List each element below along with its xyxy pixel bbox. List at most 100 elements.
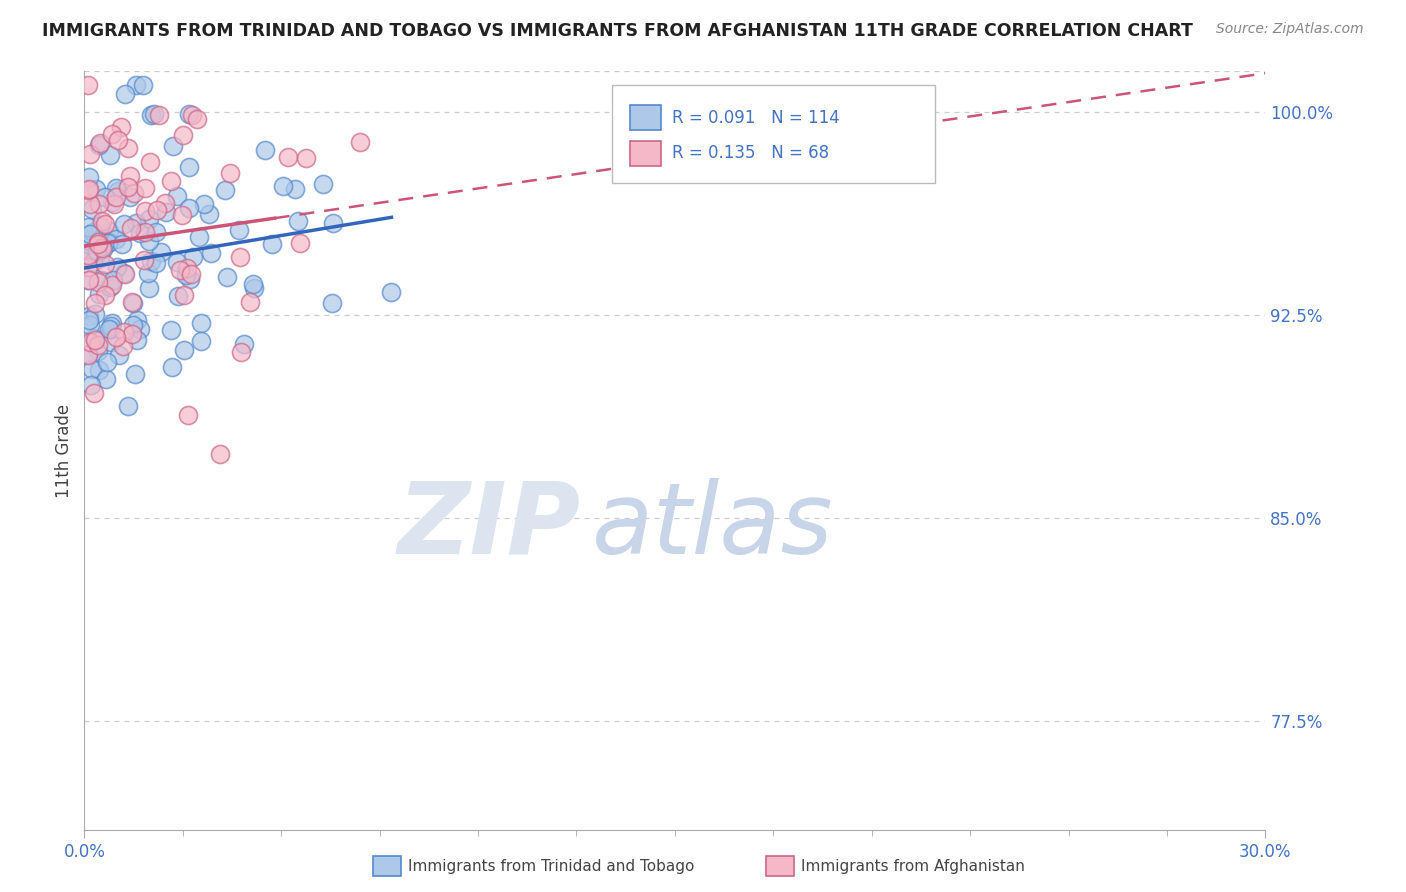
Point (219, 166, 242, 180)
Point (253, 143, 276, 157)
Point (155, 205, 177, 219)
Point (82, 255, 104, 269)
Point (107, 185, 129, 199)
Point (89, 136, 111, 150)
Point (114, 266, 136, 280)
Point (83, 331, 105, 345)
Point (229, 250, 252, 264)
Point (104, 330, 127, 344)
Point (77, 249, 100, 263)
Point (145, 203, 167, 218)
Point (94, 217, 117, 231)
Point (83, 333, 105, 347)
Point (162, 139, 184, 153)
Point (349, 135, 371, 149)
Point (121, 295, 143, 310)
Point (79, 318, 101, 333)
Point (177, 201, 200, 215)
Point (208, 447, 231, 461)
Point (77, 169, 100, 184)
Point (139, 154, 162, 169)
Point (100, 334, 122, 349)
Point (77, 313, 100, 327)
Point (141, 108, 163, 122)
Point (284, 182, 307, 196)
Point (87, 137, 110, 152)
Point (82, 202, 104, 216)
Point (105, 260, 128, 274)
Point (77, 183, 100, 197)
Point (104, 231, 127, 245)
Point (79, 197, 101, 211)
Point (198, 207, 221, 221)
Point (82, 225, 104, 239)
Point (77, 220, 100, 235)
Point (170, 208, 193, 222)
Point (77, 273, 100, 287)
Point (380, 285, 402, 300)
Point (101, 273, 124, 287)
Point (125, 334, 148, 348)
Point (101, 278, 124, 293)
Point (183, 250, 205, 264)
Point (89, 197, 111, 211)
Point (173, 343, 195, 357)
Point (294, 151, 316, 165)
Text: Source: ZipAtlas.com: Source: ZipAtlas.com (1216, 22, 1364, 37)
Point (96, 355, 118, 369)
Point (77, 234, 100, 248)
Point (134, 180, 156, 194)
Point (262, 236, 284, 251)
Point (108, 347, 131, 361)
Point (77, 234, 100, 248)
Point (84, 296, 107, 310)
Point (160, 174, 183, 188)
Point (312, 177, 335, 191)
Point (134, 203, 156, 218)
Point (120, 169, 142, 184)
Point (139, 253, 162, 268)
Point (277, 150, 299, 164)
Point (77, 182, 100, 196)
Point (93, 190, 115, 204)
Point (86, 248, 108, 262)
Point (107, 133, 129, 147)
Point (190, 334, 212, 348)
Point (94, 372, 117, 386)
Point (172, 128, 194, 142)
Point (322, 216, 344, 230)
Point (239, 294, 262, 309)
Point (233, 336, 256, 351)
Point (142, 107, 165, 121)
Point (77, 236, 100, 251)
Point (124, 78, 146, 92)
Point (86, 344, 108, 359)
Y-axis label: 11th Grade: 11th Grade (55, 403, 73, 498)
Point (87, 236, 110, 251)
Point (86, 182, 108, 196)
Point (83, 386, 105, 401)
Point (228, 223, 250, 237)
Point (114, 267, 136, 281)
Point (120, 221, 142, 235)
Point (193, 197, 215, 211)
Point (89, 219, 111, 234)
Point (179, 106, 201, 120)
Point (100, 318, 122, 333)
Point (77, 346, 100, 360)
Point (176, 261, 198, 276)
Point (271, 178, 294, 193)
Point (101, 127, 124, 141)
Point (91, 242, 114, 256)
Point (177, 160, 200, 174)
Point (97, 235, 120, 250)
Point (94, 257, 117, 271)
Point (180, 108, 202, 122)
Point (97, 224, 120, 238)
Point (77, 78, 100, 92)
Point (79, 227, 101, 241)
Text: IMMIGRANTS FROM TRINIDAD AND TOBAGO VS IMMIGRANTS FROM AFGHANISTAN 11TH GRADE CO: IMMIGRANTS FROM TRINIDAD AND TOBAGO VS I… (42, 22, 1194, 40)
Point (77, 310, 100, 324)
Point (242, 277, 264, 291)
Point (122, 186, 145, 200)
